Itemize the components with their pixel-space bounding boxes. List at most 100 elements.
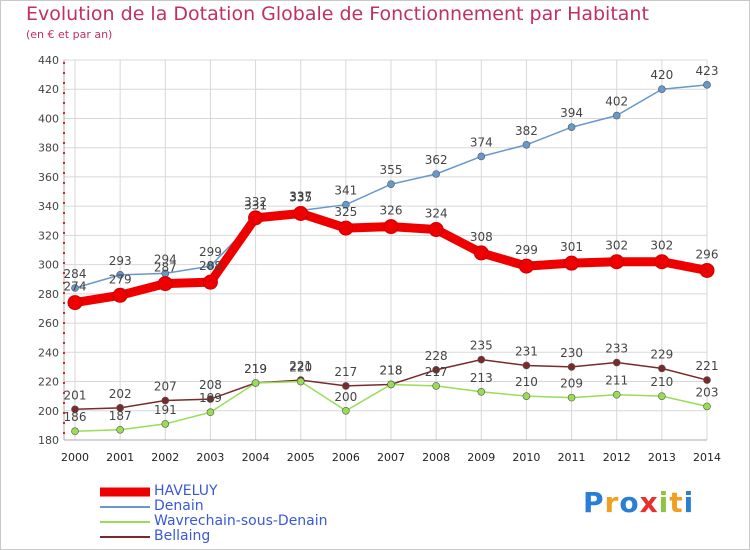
data-point-haveluy: [157, 276, 173, 292]
data-label-denain: 331: [244, 198, 267, 212]
y-tick-label: 240: [38, 346, 59, 359]
data-label-wavrechain-sous-denain: 209: [560, 377, 583, 391]
x-tick-label: 2009: [467, 451, 495, 464]
data-point-haveluy: [67, 295, 83, 311]
data-point-wavrechain-sous-denain: [477, 387, 486, 396]
data-label-wavrechain-sous-denain: 219: [244, 362, 267, 376]
data-label-wavrechain-sous-denain: 203: [696, 385, 719, 399]
data-label-haveluy: 274: [64, 280, 87, 294]
data-point-denain: [432, 170, 440, 178]
data-point-wavrechain-sous-denain: [296, 377, 305, 386]
logo-letter: o: [619, 486, 640, 519]
data-point-haveluy: [699, 262, 715, 278]
x-tick-label: 2005: [287, 451, 315, 464]
x-tick-label: 2004: [242, 451, 270, 464]
data-point-bellaing: [71, 405, 79, 414]
y-tick-label: 360: [38, 171, 59, 184]
x-tick-label: 2011: [558, 451, 586, 464]
data-label-wavrechain-sous-denain: 200: [334, 390, 357, 404]
data-point-bellaing: [612, 358, 621, 367]
x-tick-label: 2000: [61, 451, 89, 464]
data-point-denain: [703, 81, 711, 89]
data-point-denain: [71, 284, 79, 292]
data-point-haveluy: [293, 205, 309, 221]
legend-label: HAVELUY: [154, 483, 218, 499]
data-label-haveluy: 325: [334, 205, 357, 219]
legend-label: Wavrechain-sous-Denain: [154, 513, 328, 529]
data-point-bellaing: [206, 395, 215, 403]
data-label-bellaing: 218: [380, 363, 403, 377]
logo-letter: t: [669, 486, 684, 519]
data-label-wavrechain-sous-denain: 191: [154, 403, 177, 417]
data-label-denain: 362: [425, 153, 448, 167]
legend-label: Bellaing: [154, 528, 211, 544]
data-label-haveluy: 302: [650, 239, 673, 253]
data-point-denain: [567, 123, 576, 132]
y-tick-label: 300: [38, 259, 59, 272]
data-point-denain: [522, 140, 531, 149]
y-tick-label: 320: [38, 229, 59, 242]
chart-title: Evolution de la Dotation Globale de Fonc…: [26, 3, 649, 25]
data-point-wavrechain-sous-denain: [161, 420, 170, 428]
data-point-haveluy: [564, 255, 580, 271]
data-label-wavrechain-sous-denain: 211: [605, 374, 628, 388]
data-label-haveluy: 332: [244, 195, 267, 209]
data-point-bellaing: [522, 361, 531, 370]
x-tick-label: 2002: [151, 451, 179, 464]
data-point-denain: [116, 271, 124, 279]
data-label-bellaing: 207: [154, 380, 177, 394]
data-label-haveluy: 326: [380, 204, 403, 218]
data-label-bellaing: 217: [334, 365, 357, 379]
x-tick-label: 2010: [512, 451, 540, 464]
data-label-wavrechain-sous-denain: 220: [289, 361, 312, 375]
data-label-haveluy: 324: [425, 207, 448, 221]
proxiti-logo: Proxiti: [583, 486, 694, 519]
y-tick-label: 440: [38, 54, 59, 67]
data-label-denain: 299: [199, 245, 222, 259]
data-label-bellaing: 221: [696, 359, 719, 373]
x-tick-label: 2012: [603, 451, 631, 464]
data-point-bellaing: [703, 376, 711, 384]
data-point-wavrechain-sous-denain: [342, 406, 350, 415]
logo-letter: i: [683, 486, 695, 519]
data-point-haveluy: [518, 258, 534, 274]
plot-area: [64, 60, 707, 440]
data-label-bellaing: 230: [560, 346, 583, 360]
logo-letter: x: [639, 486, 659, 519]
data-label-haveluy: 279: [109, 272, 132, 286]
data-point-bellaing: [116, 404, 124, 412]
y-tick-label: 260: [38, 317, 59, 330]
data-point-haveluy: [654, 254, 670, 270]
data-point-denain: [342, 200, 350, 209]
data-point-wavrechain-sous-denain: [71, 427, 79, 436]
y-tick-label: 280: [38, 288, 59, 301]
data-point-wavrechain-sous-denain: [612, 390, 621, 399]
y-tick-label: 420: [38, 83, 59, 96]
y-tick-label: 380: [38, 142, 59, 155]
data-label-wavrechain-sous-denain: 210: [515, 375, 538, 389]
x-tick-label: 2013: [648, 451, 676, 464]
data-label-denain: 284: [64, 267, 87, 281]
data-label-haveluy: 299: [515, 243, 538, 257]
data-point-haveluy: [248, 210, 264, 226]
data-label-haveluy: 301: [560, 240, 583, 254]
data-label-denain: 374: [470, 135, 493, 149]
data-point-bellaing: [477, 355, 486, 364]
data-point-haveluy: [383, 219, 399, 235]
data-label-bellaing: 219: [244, 362, 267, 376]
data-label-denain: 423: [696, 64, 719, 78]
data-label-haveluy: 287: [154, 261, 177, 275]
data-label-wavrechain-sous-denain: 199: [199, 391, 222, 405]
data-point-bellaing: [658, 364, 666, 373]
x-tick-label: 2006: [332, 451, 360, 464]
data-point-wavrechain-sous-denain: [432, 382, 440, 390]
data-label-haveluy: 308: [470, 230, 493, 244]
data-label-haveluy: 288: [199, 259, 222, 273]
data-point-wavrechain-sous-denain: [387, 380, 395, 389]
y-tick-label: 220: [38, 376, 59, 389]
data-point-wavrechain-sous-denain: [522, 392, 531, 400]
y-tick-label: 180: [38, 434, 59, 447]
data-point-wavrechain-sous-denain: [567, 393, 576, 402]
data-point-bellaing: [161, 396, 170, 405]
